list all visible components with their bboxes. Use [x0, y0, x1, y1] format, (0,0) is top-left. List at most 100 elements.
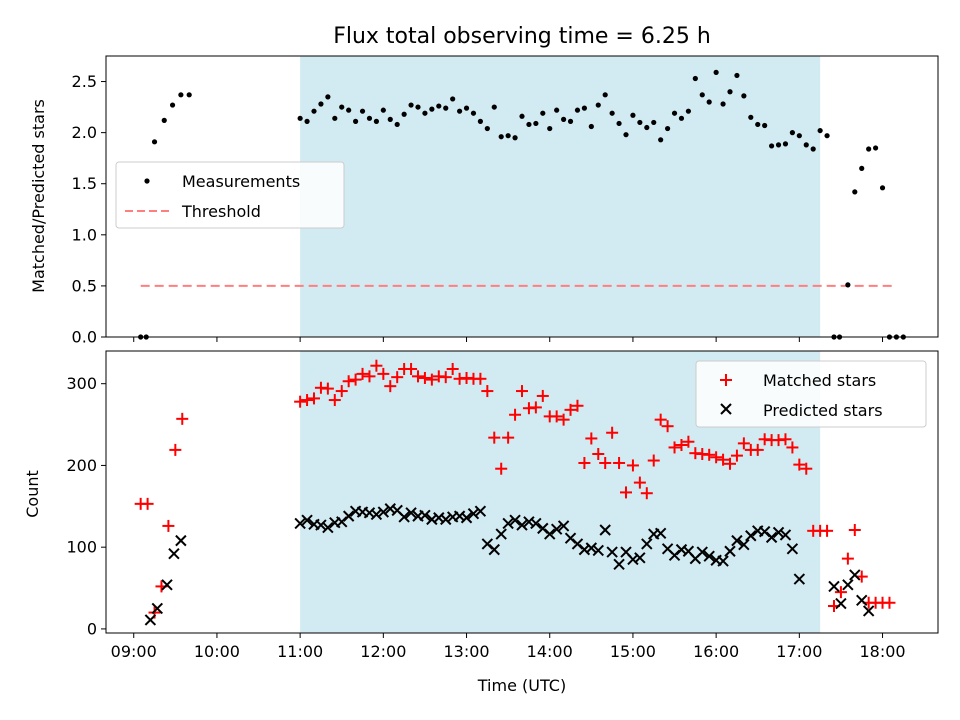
matched-star-point — [488, 431, 501, 444]
measurement-point — [463, 105, 470, 111]
matched-star-point — [599, 456, 612, 469]
measurement-point — [408, 102, 414, 108]
predicted-star-point — [550, 523, 563, 535]
matched-star-point — [800, 462, 813, 475]
matched-star-point — [654, 413, 667, 426]
measurement-point — [581, 105, 588, 111]
predicted-star-point — [419, 509, 431, 522]
predicted-star-point — [398, 511, 410, 523]
matched-star-point — [613, 456, 626, 469]
measurement-point — [498, 134, 504, 140]
matched-star-point — [349, 373, 362, 386]
predicted-star-point — [613, 558, 625, 571]
predicted-star-point — [606, 546, 618, 558]
matched-legend-label: Matched stars — [763, 371, 876, 390]
predicted-star-point — [842, 579, 854, 591]
measurements-legend-label: Measurements — [182, 172, 300, 191]
matched-star-point — [495, 462, 508, 475]
measurement-point — [311, 108, 317, 114]
matched-star-point — [509, 408, 522, 421]
measurement-point — [415, 104, 421, 110]
measurement-point — [519, 113, 525, 119]
measurement-point — [297, 115, 303, 121]
matched-star-point — [730, 449, 743, 462]
predicted-star-point — [370, 508, 383, 521]
matched-star-point — [571, 399, 584, 412]
measurement-point — [824, 133, 830, 139]
measurement-point — [567, 118, 574, 124]
predicted-star-point — [474, 505, 487, 517]
matched-star-point — [848, 524, 861, 537]
measurement-point — [665, 125, 671, 132]
predicted-star-point — [724, 545, 736, 557]
matched-star-point — [342, 375, 355, 388]
y-axis-ticks: 0 100 200 300 — [66, 374, 106, 638]
predicted-star-point — [862, 605, 875, 617]
measurement-point — [178, 92, 184, 98]
matched-star-point — [620, 486, 632, 499]
predicted-star-point — [294, 517, 306, 530]
matched-stars-points — [134, 359, 896, 619]
y-tick-label: 1.5 — [72, 174, 97, 193]
count-legend: Matched stars Predicted stars — [695, 360, 927, 428]
x-tick-label: 10:00 — [194, 642, 240, 661]
y-tick-label: 0 — [87, 619, 97, 638]
matched-star-point — [446, 362, 459, 375]
measurement-point — [734, 72, 740, 79]
measurement-point — [769, 143, 775, 149]
measurement-point — [380, 107, 386, 113]
predicted-star-point — [315, 519, 327, 531]
y-tick-label: 200 — [66, 456, 97, 475]
measurement-point — [318, 101, 324, 107]
predicted-star-point — [460, 512, 473, 524]
matched-star-point — [585, 432, 598, 445]
measurement-point — [443, 105, 449, 111]
measurement-point — [789, 130, 796, 136]
x-tick-label: 13:00 — [443, 642, 489, 661]
predicted-star-point — [502, 517, 514, 530]
measurement-point — [762, 122, 768, 129]
predicted-star-point — [717, 555, 729, 567]
predicted-legend-marker — [720, 403, 732, 415]
predicted-star-point — [654, 527, 667, 539]
measurement-point — [782, 141, 789, 147]
y-tick-label: 0.0 — [72, 328, 97, 347]
observing-window-shade — [300, 56, 821, 337]
y-tick-label: 2.5 — [72, 72, 97, 91]
chart-title: Flux total observing time = 6.25 h — [333, 24, 711, 49]
predicted-stars-points — [144, 503, 875, 626]
matched-star-point — [841, 552, 854, 565]
measurement-point — [720, 101, 726, 107]
matched-star-point — [606, 426, 619, 439]
measurement-point — [401, 111, 407, 117]
matched-star-point — [883, 596, 896, 609]
predicted-star-point — [738, 539, 750, 551]
predicted-star-point — [731, 534, 743, 547]
measurement-point — [699, 92, 705, 98]
measurement-point — [339, 104, 345, 110]
predicted-star-point — [557, 520, 570, 532]
measurement-point — [685, 108, 692, 114]
predicted-star-point — [585, 542, 598, 554]
measurement-point — [325, 94, 331, 100]
measurement-point — [346, 107, 352, 113]
measurement-point — [491, 104, 497, 110]
measurement-point — [658, 137, 664, 143]
y-axis-ticks: 0.0 0.5 1.0 1.5 2.0 2.5 — [72, 72, 106, 347]
predicted-star-point — [592, 544, 604, 557]
predicted-star-point — [765, 531, 778, 544]
measurement-point — [574, 107, 581, 113]
measurement-point — [547, 125, 553, 132]
predicted-star-point — [599, 524, 611, 536]
measurement-point — [879, 185, 886, 191]
measurement-point — [644, 124, 650, 131]
matched-legend-marker — [720, 374, 732, 386]
matched-star-point — [592, 447, 605, 460]
measurement-point — [554, 107, 560, 113]
matched-star-point — [710, 451, 723, 464]
predicted-star-point — [786, 543, 799, 555]
count-legend-box — [695, 360, 927, 428]
matched-star-point — [176, 412, 189, 425]
predicted-star-point — [509, 514, 521, 526]
predicted-star-point — [745, 530, 757, 542]
